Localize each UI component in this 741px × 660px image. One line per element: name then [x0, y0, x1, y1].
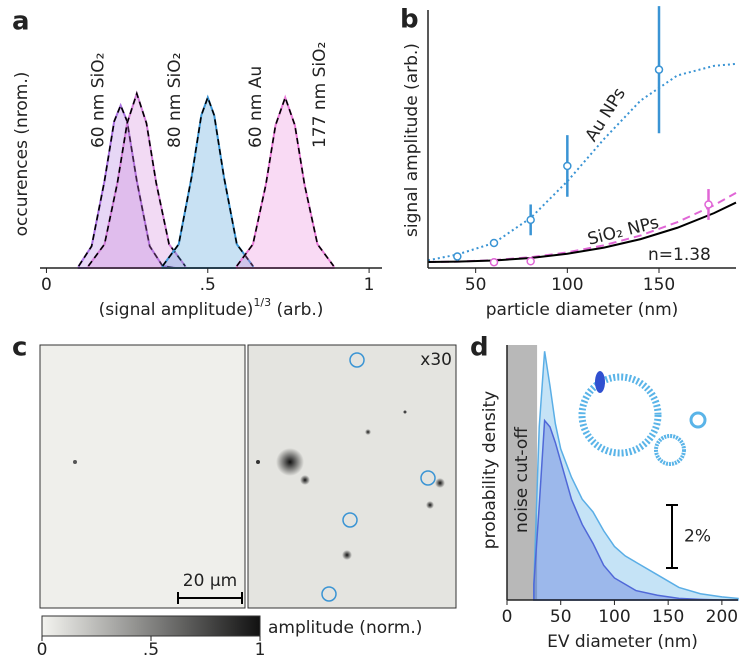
particle [403, 410, 407, 414]
x-tick-label: 50 [550, 607, 572, 627]
y-axis-label: probability density [480, 391, 500, 549]
x-tick-label: .5 [200, 275, 216, 295]
panel-label: b [400, 5, 419, 35]
image-scaled [247, 344, 457, 609]
x-axis-label-part: 1/3 [253, 296, 271, 309]
x-tick-label: 50 [465, 275, 487, 295]
series-label: 60 nm Au [246, 66, 266, 148]
series-label: 177 nm SiO₂ [310, 42, 330, 148]
data-point [453, 252, 462, 261]
data-point [704, 200, 713, 209]
x-axis-label: (signal amplitude)1/3 (arb.) [99, 296, 324, 320]
x-axis-label-part: (arb.) [271, 300, 323, 320]
colorbar-label: amplitude (norm.) [268, 618, 422, 638]
gaussian-fit [161, 95, 254, 267]
scale-bar [666, 504, 678, 569]
data-point [526, 257, 535, 266]
x-tick-label: 200 [706, 607, 738, 627]
fit-line [427, 62, 737, 262]
vesicle-icons [578, 371, 707, 466]
gaussian-fit [87, 90, 186, 267]
x-tick-label: 100 [598, 607, 630, 627]
data-point [489, 238, 499, 248]
magnification-label: x30 [420, 350, 452, 370]
colorbar-tick-label: .5 [143, 640, 159, 660]
particle [342, 550, 352, 560]
panel-label: c [12, 333, 27, 363]
x-tick-label: 0 [502, 607, 513, 627]
y-axis-label: occurences (nrom.) [12, 72, 32, 237]
x-tick-label: 0 [41, 275, 52, 295]
particle [300, 475, 310, 485]
panel-label: a [12, 7, 30, 37]
particle [73, 460, 77, 464]
colorbar-tick-label: 1 [255, 640, 266, 660]
x-tick-label: 150 [643, 275, 675, 295]
x-tick-label: 1 [364, 275, 375, 295]
fit-line [427, 192, 737, 264]
particle [426, 501, 434, 509]
series-label: 80 nm SiO₂ [165, 53, 185, 148]
x-tick-label: 100 [551, 275, 583, 295]
scale-bar-label: 2% [684, 527, 711, 547]
data-point [489, 257, 499, 267]
x-axis-label-part: (signal amplitude) [99, 300, 254, 320]
gaussian-fit [78, 103, 176, 269]
data-point [563, 161, 572, 171]
x-axis-label: particle diameter (nm) [486, 300, 679, 320]
data-point [654, 65, 664, 74]
particle [365, 429, 371, 435]
marker-circle [349, 352, 365, 368]
series-label: 60 nm SiO₂ [89, 53, 109, 148]
marker-circle [321, 586, 337, 602]
colorbar [41, 615, 261, 637]
colorbar-tick-label: 0 [37, 640, 48, 660]
image-raw [39, 344, 246, 609]
noise-cutoff-region [507, 345, 538, 600]
x-tick-label: 150 [652, 607, 684, 627]
fit-line [427, 201, 737, 264]
data-point [526, 215, 535, 225]
particle [435, 478, 445, 488]
y-axis-label: signal amplitude (arb.) [402, 43, 422, 237]
microscopy-images [39, 344, 457, 637]
particle [256, 460, 260, 464]
particle [276, 448, 304, 476]
x-axis-label: EV diameter (nm) [547, 632, 698, 652]
noise-cutoff-label: noise cut-off [512, 426, 532, 533]
marker-circle [342, 512, 358, 528]
series-label: Au NPs [582, 84, 630, 145]
line-label: n=1.38 [648, 245, 711, 265]
scale-bar [177, 592, 243, 604]
scale-bar-label: 20 µm [183, 571, 237, 591]
marker-circle [420, 470, 436, 486]
distribution-area [533, 351, 739, 601]
panel-label: d [470, 333, 489, 363]
